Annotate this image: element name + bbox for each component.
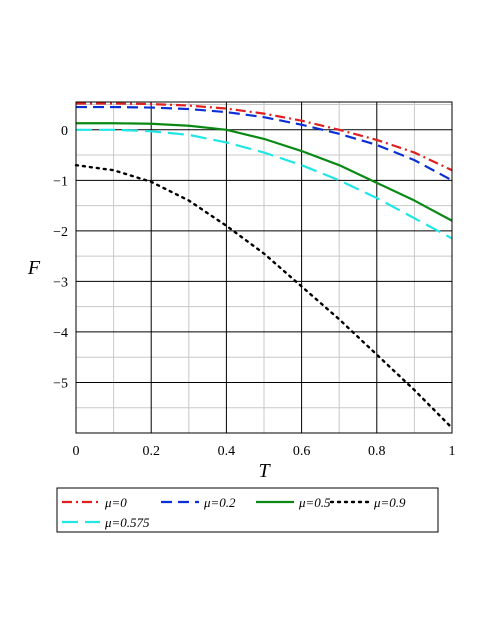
x-tick-label: 0.6: [293, 444, 311, 459]
series-line: [76, 122, 453, 222]
x-tick-label: 0.8: [368, 444, 386, 459]
legend-label: μ=0.5: [298, 495, 331, 510]
series-line: [76, 128, 453, 240]
y-tick-label: −2: [53, 225, 68, 240]
y-axis-label: F: [27, 257, 41, 279]
legend-label: μ=0.9: [373, 495, 406, 510]
series-layer: [74, 102, 454, 430]
x-tick-label: 0.4: [218, 444, 236, 459]
series-line: [76, 105, 453, 182]
plot-frame: [75, 101, 453, 434]
x-tick-label: 1: [449, 444, 456, 459]
y-tick-label: −3: [53, 275, 68, 290]
y-tick-label: −1: [53, 174, 68, 189]
x-axis-label: T: [258, 460, 271, 482]
x-tick-label: 0.2: [142, 444, 160, 459]
legend-box: [56, 487, 439, 533]
series-line: [76, 102, 453, 172]
legend: μ=0 μ=0.2 μ=0.5 μ=0.9 μ=0.575: [56, 487, 439, 533]
y-tick-label: −4: [53, 326, 68, 341]
y-tick-label: 0: [61, 124, 68, 139]
tick-labels: 0 0.2 0.4 0.6 0.8 1 0 −1 −2 −3 −4 −5: [53, 124, 455, 459]
legend-label: μ=0.2: [203, 495, 236, 510]
series-line: [74, 163, 454, 430]
x-tick-label: 0: [73, 444, 80, 459]
legend-label: μ=0: [104, 495, 127, 510]
y-tick-label: −5: [53, 376, 68, 391]
legend-label: μ=0.575: [104, 515, 150, 530]
